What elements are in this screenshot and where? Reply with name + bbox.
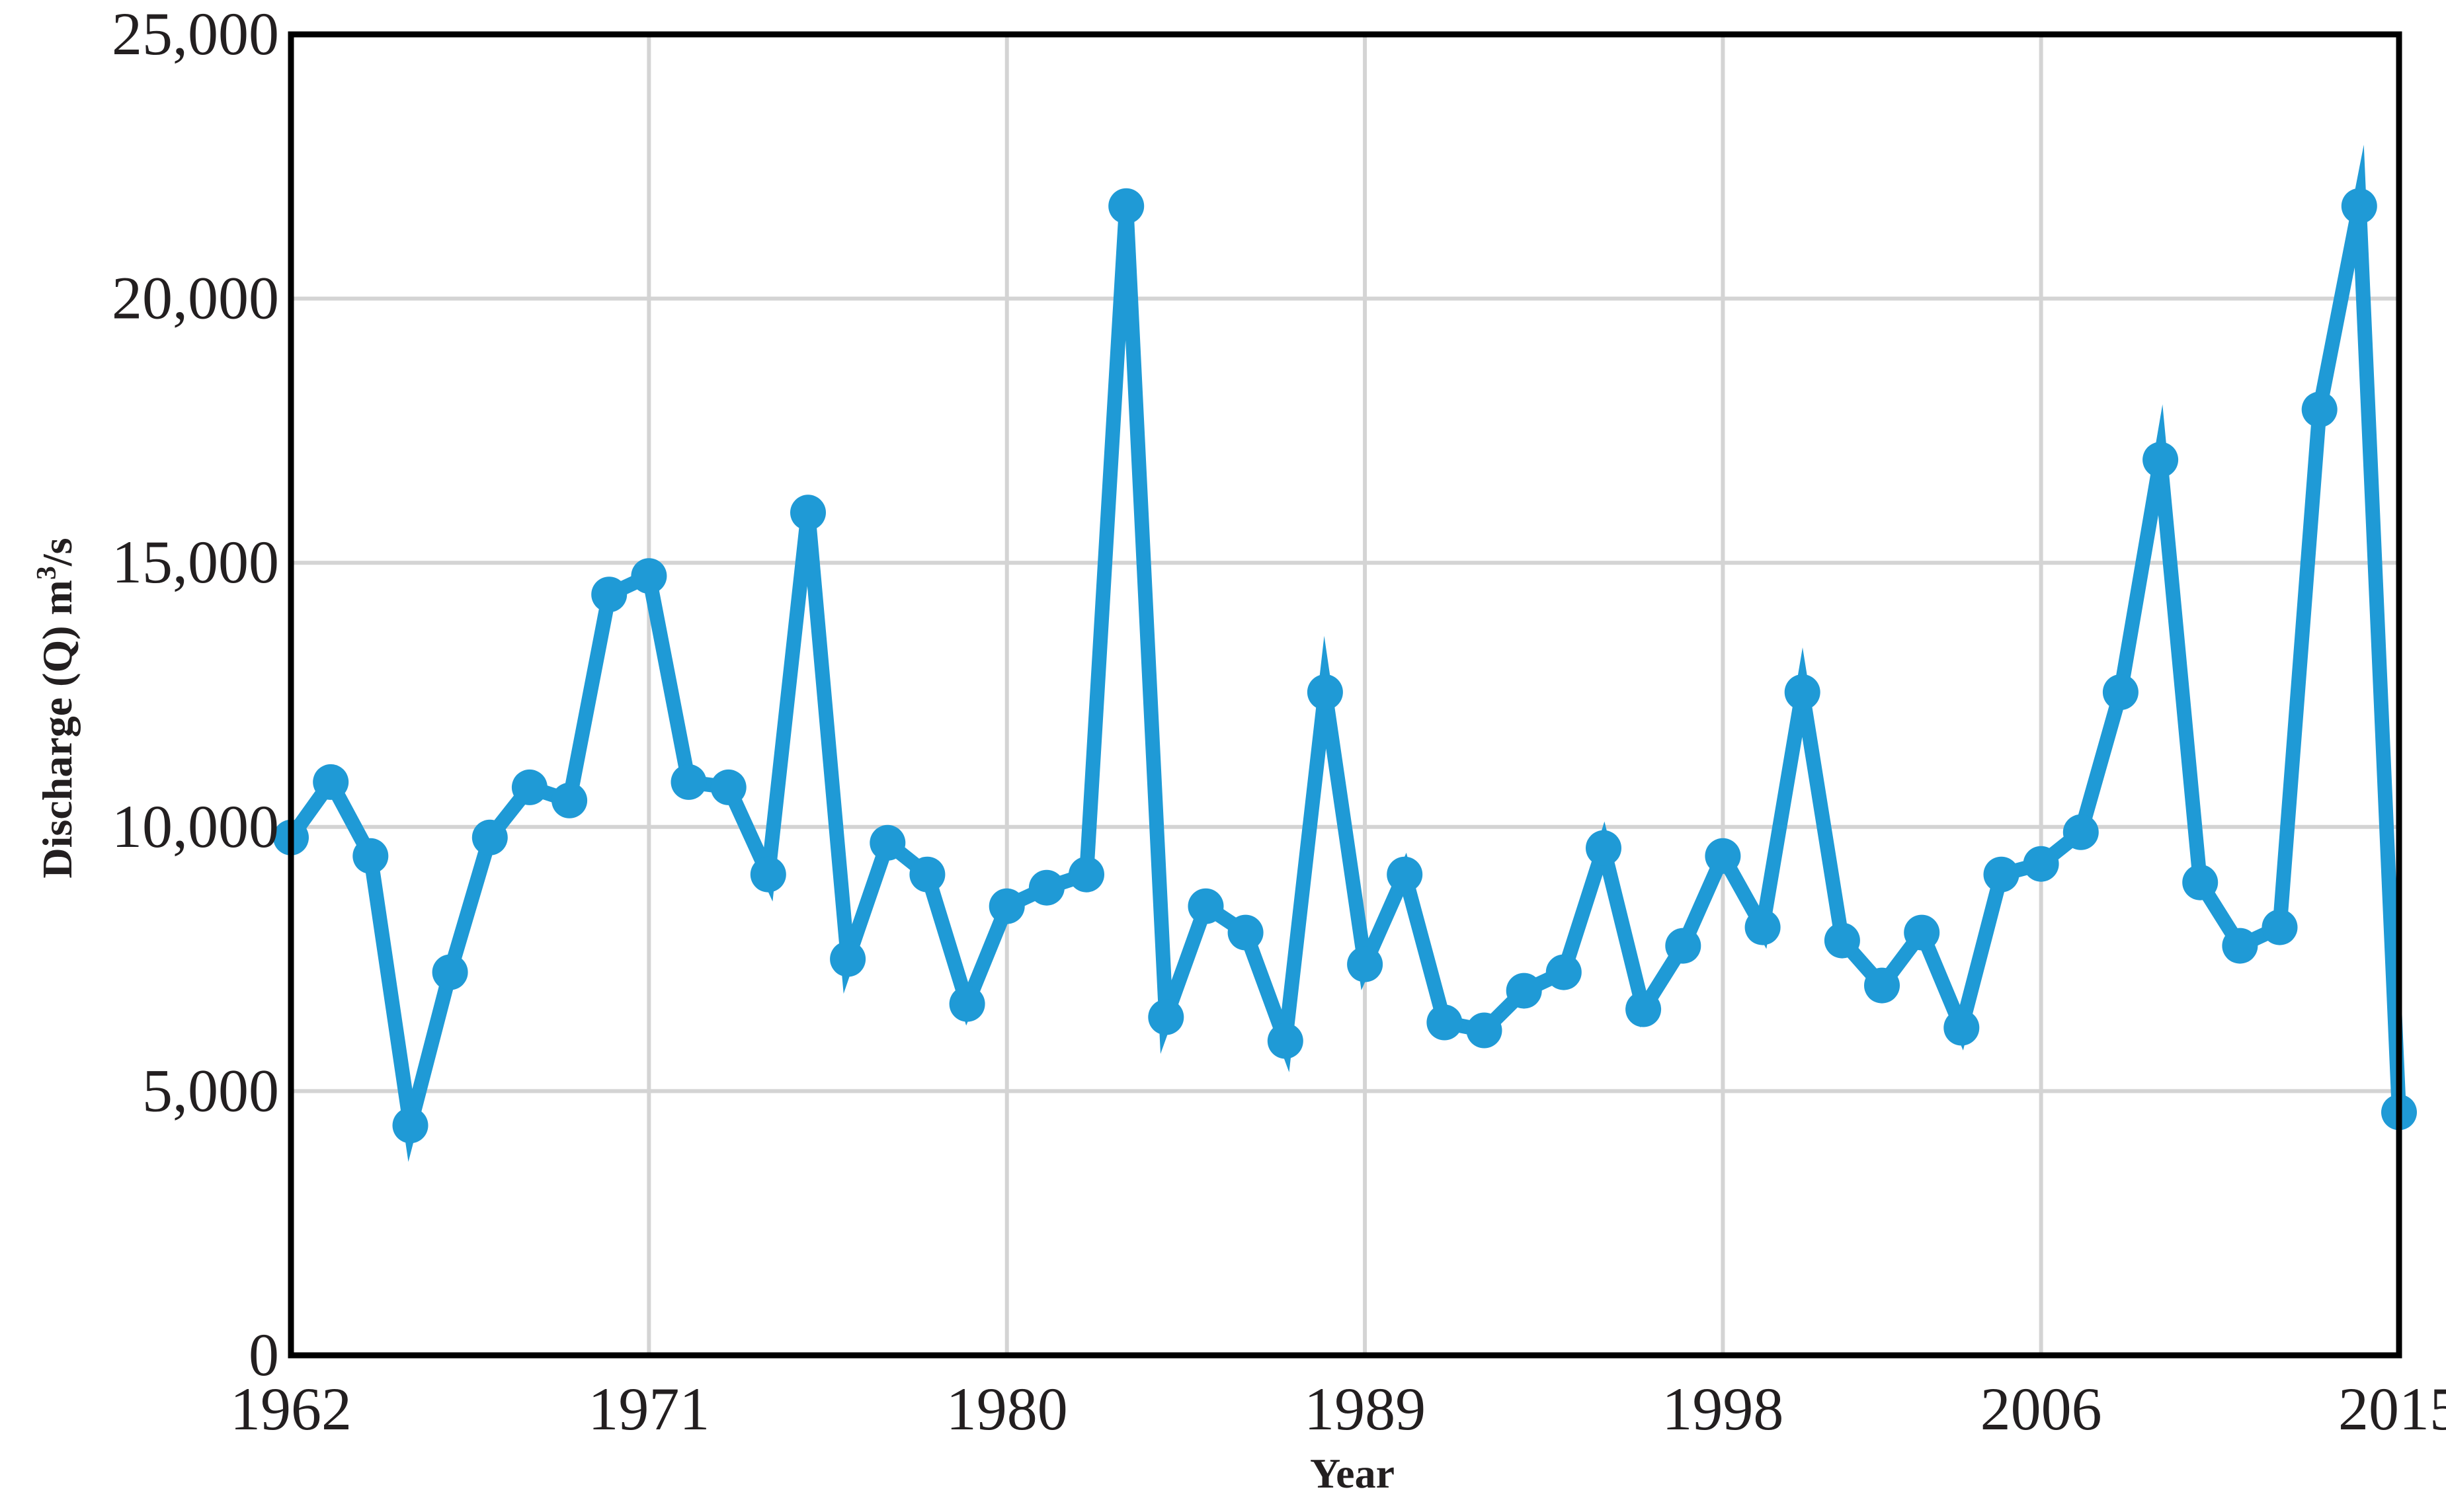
- data-point-1982: [1069, 856, 1104, 893]
- data-point-1970: [591, 577, 628, 613]
- y-tick-label-5000: 5,000: [142, 1056, 279, 1124]
- y-axis-title-prefix: Discharge (Q) m: [34, 580, 81, 878]
- data-point-1993: [1506, 973, 1542, 1009]
- x-tick-label-1980: 1980: [946, 1375, 1068, 1443]
- data-point-2010: [2182, 864, 2219, 900]
- x-tick-label-2015: 2015: [2338, 1375, 2446, 1443]
- data-point-2011: [2222, 928, 2258, 964]
- data-point-1985: [1188, 888, 1224, 924]
- data-point-2013: [2301, 391, 2338, 428]
- x-tick-label-1962: 1962: [230, 1375, 352, 1443]
- data-point-1978: [909, 856, 946, 893]
- data-point-1996: [1625, 991, 1662, 1027]
- y-tick-label-0: 0: [249, 1321, 279, 1388]
- data-point-1997: [1665, 928, 1701, 964]
- data-point-1965: [392, 1107, 428, 1144]
- data-point-1989: [1347, 946, 1383, 982]
- data-point-1986: [1227, 914, 1264, 951]
- x-axis-tick-labels: 1962 1971 1980 1989 1998 2006 2015: [230, 1375, 2446, 1443]
- data-point-2003: [1904, 914, 1940, 951]
- x-tick-label-1989: 1989: [1304, 1375, 1426, 1443]
- data-point-1979: [949, 986, 985, 1022]
- data-point-2009: [2142, 442, 2179, 478]
- series-layer: [273, 144, 2417, 1162]
- data-point-2005: [1983, 856, 2019, 893]
- data-point-1998: [1705, 838, 1741, 874]
- plot-frame: [288, 31, 2402, 1359]
- data-point-1980: [989, 888, 1025, 924]
- series-0: [273, 144, 2417, 1162]
- data-point-1973: [710, 769, 747, 805]
- y-tick-label-15000: 15,000: [112, 528, 279, 596]
- data-point-2012: [2262, 909, 2298, 945]
- data-point-1975: [790, 495, 826, 531]
- data-point-2008: [2102, 674, 2139, 710]
- data-point-1995: [1586, 830, 1621, 866]
- data-point-1991: [1426, 1004, 1463, 1041]
- y-tick-label-20000: 20,000: [112, 264, 279, 332]
- data-point-1967: [471, 819, 508, 855]
- y-tick-label-10000: 10,000: [112, 793, 279, 860]
- data-point-2006: [2023, 846, 2059, 882]
- y-axis-title: Discharge (Q) m3/s: [32, 537, 81, 878]
- x-tick-label-2006: 2006: [1980, 1375, 2102, 1443]
- data-point-1968: [511, 769, 548, 805]
- data-point-1966: [432, 954, 468, 990]
- x-tick-label-1971: 1971: [588, 1375, 710, 1443]
- data-point-1963: [313, 764, 349, 800]
- data-point-1984: [1148, 999, 1184, 1035]
- data-point-1992: [1466, 1012, 1502, 1049]
- data-point-2007: [2062, 814, 2099, 850]
- y-axis-title-superscript: 3: [32, 566, 62, 580]
- data-point-1987: [1267, 1023, 1303, 1059]
- x-tick-label-1998: 1998: [1662, 1375, 1783, 1443]
- data-point-1990: [1387, 856, 1423, 893]
- data-point-1988: [1307, 674, 1343, 710]
- data-point-1974: [750, 856, 786, 893]
- data-point-2001: [1824, 922, 1860, 959]
- data-point-2002: [1864, 967, 1900, 1004]
- data-point-1976: [830, 941, 866, 977]
- y-axis-title-suffix: /s: [34, 537, 81, 567]
- data-point-1977: [870, 824, 906, 861]
- data-point-1969: [551, 782, 588, 818]
- data-point-1972: [671, 764, 707, 800]
- y-tick-label-25000: 25,000: [112, 0, 279, 67]
- y-axis-tick-labels: 0 5,000 10,000 15,000 20,000 25,000: [112, 0, 279, 1388]
- data-point-1981: [1028, 869, 1065, 906]
- data-point-1964: [352, 838, 389, 874]
- data-point-1994: [1545, 954, 1582, 990]
- data-point-1983: [1108, 188, 1145, 224]
- data-point-2004: [1943, 1010, 1980, 1046]
- data-point-2000: [1784, 674, 1820, 710]
- data-point-1971: [631, 558, 667, 594]
- data-point-2014: [2341, 188, 2377, 224]
- data-point-1999: [1744, 909, 1781, 945]
- x-axis-title: Year: [1310, 1450, 1395, 1497]
